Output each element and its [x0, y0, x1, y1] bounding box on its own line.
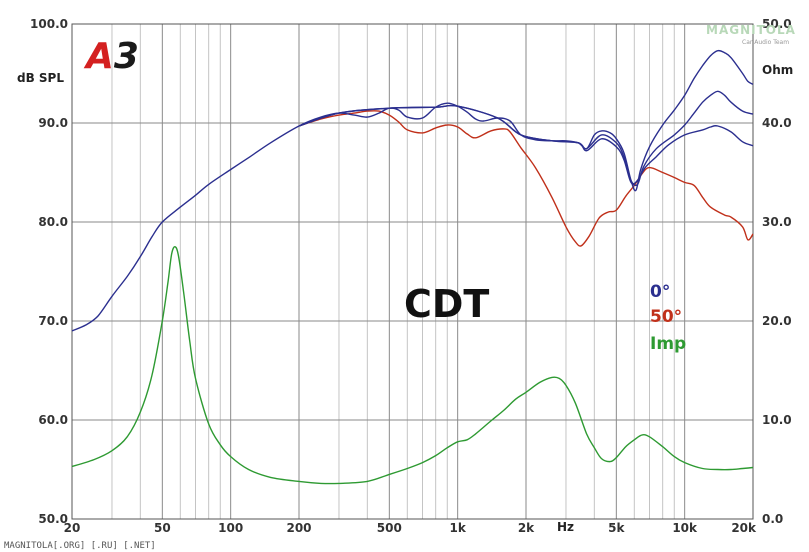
x-axis-ticks: 20 50 100 200 500 1k 2k 5k 10k 20k: [64, 521, 757, 535]
legend: 0° 50° Imp: [650, 282, 686, 354]
y-axis-left-label: dB SPL: [17, 71, 64, 85]
watermark-top-text: MAGNITOLA: [706, 23, 796, 37]
series-line-3: [298, 110, 754, 247]
y-tick-left-label: 90.0: [38, 116, 68, 130]
x-tick-label: 20: [64, 521, 81, 535]
y-tick-left-label: 70.0: [38, 314, 68, 328]
y-tick-right-label: 10.0: [762, 413, 792, 427]
y-tick-right-label: 50.0: [762, 17, 792, 31]
watermark-bottom: MAGNITOLA[.ORG] [.RU] [.NET]: [4, 541, 156, 551]
y-tick-left-label: 100.0: [30, 17, 68, 31]
x-tick-label: 500: [377, 521, 402, 535]
watermark-top: MAGNITOLA Car Audio Team: [706, 23, 796, 46]
x-axis-label: Hz: [557, 520, 574, 534]
y-tick-left-label: 80.0: [38, 215, 68, 229]
x-tick-label: 5k: [608, 521, 625, 535]
x-tick-label: 200: [286, 521, 311, 535]
y-tick-right-label: 0.0: [762, 512, 783, 526]
chart-title: CDT: [404, 282, 489, 326]
legend-entry-50deg: 50°: [650, 307, 682, 327]
series-line-4: [71, 246, 754, 485]
x-tick-label: 100: [218, 521, 243, 535]
a3-logo-letter-a: A: [83, 36, 114, 77]
left-axis-ticks: 50.0 60.0 70.0 80.0 90.0 100.0: [30, 17, 68, 526]
a3-logo: A3: [83, 36, 139, 77]
y-axis-right-label: Ohm: [762, 63, 793, 77]
x-tick-label: 50: [154, 521, 171, 535]
plot-frame: [71, 23, 754, 520]
a3-logo-text: A3: [83, 36, 139, 77]
grid-lines: [71, 23, 754, 520]
y-tick-left-label: 50.0: [38, 512, 68, 526]
x-tick-label: 20k: [731, 521, 757, 535]
series-layer: [71, 49, 754, 485]
legend-entry-0deg: 0°: [650, 282, 670, 302]
y-tick-right-label: 20.0: [762, 314, 792, 328]
a3-logo-digit-3: 3: [114, 36, 139, 77]
y-tick-right-label: 40.0: [762, 116, 792, 130]
x-tick-label: 2k: [518, 521, 535, 535]
x-tick-label: 1k: [449, 521, 466, 535]
legend-entry-imp: Imp: [650, 334, 686, 354]
y-tick-left-label: 60.0: [38, 413, 68, 427]
right-axis-ticks: 0.0 10.0 20.0 30.0 40.0 50.0: [762, 17, 792, 526]
series-line-0: [71, 49, 754, 332]
watermark-top-subtext: Car Audio Team: [742, 39, 789, 46]
y-tick-right-label: 30.0: [762, 215, 792, 229]
x-tick-label: 10k: [672, 521, 698, 535]
